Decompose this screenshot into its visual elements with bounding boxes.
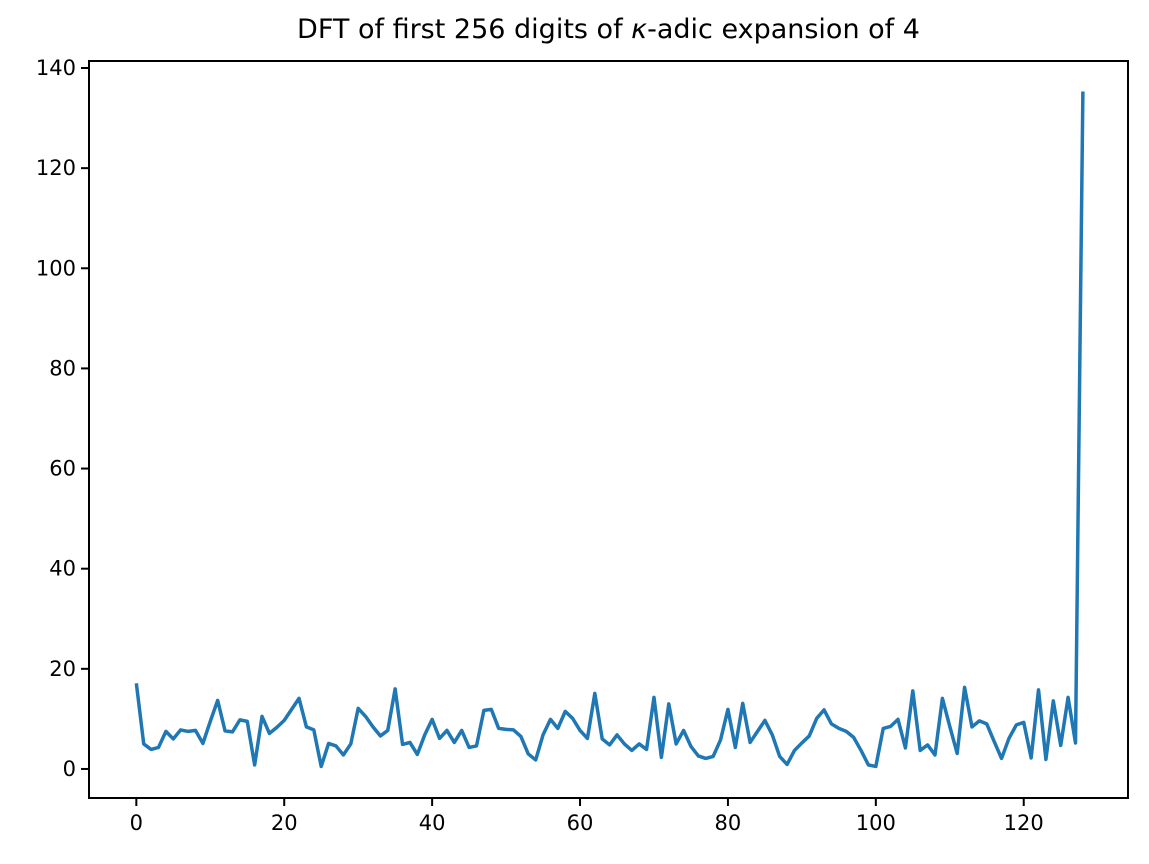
y-tick-label: 140	[36, 56, 76, 80]
chart-title-suffix: -adic expansion of 4	[647, 14, 920, 45]
x-tick-label: 80	[715, 811, 742, 835]
data-line	[134, 91, 1085, 769]
chart-title-kappa: κ	[631, 14, 648, 45]
y-tick-label: 40	[49, 557, 76, 581]
y-tick-label: 80	[49, 356, 76, 380]
axes-spines	[88, 60, 1129, 799]
x-tick-label: 0	[130, 811, 143, 835]
axes-frame	[88, 60, 1129, 799]
y-tick-label: 100	[36, 256, 76, 280]
y-tick-label: 120	[36, 156, 76, 180]
y-tick-label: 0	[63, 757, 76, 781]
x-tick-label: 20	[271, 811, 298, 835]
chart-title: DFT of first 256 digits of κ-adic expans…	[89, 14, 1128, 45]
x-axis: 0 20 40 60 80 100 120	[130, 799, 1044, 835]
y-axis: 0 20 40 60 80 100 120 140	[36, 56, 88, 781]
data-series	[134, 91, 1085, 769]
y-tick-label: 20	[49, 657, 76, 681]
x-tick-label: 40	[419, 811, 446, 835]
y-tick-label: 60	[49, 457, 76, 481]
x-tick-label: 60	[567, 811, 594, 835]
x-tick-label: 100	[856, 811, 896, 835]
x-tick-label: 120	[1004, 811, 1044, 835]
chart-title-prefix: DFT of first 256 digits of	[297, 14, 632, 45]
